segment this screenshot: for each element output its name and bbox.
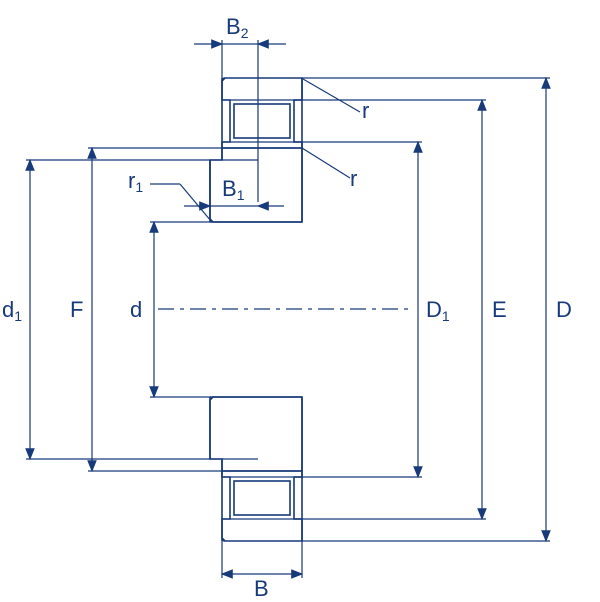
leader-r-top (303, 79, 360, 112)
label-r-top: r (362, 98, 369, 124)
inner-ring-bottom (210, 397, 302, 471)
label-D: D (556, 297, 572, 323)
roller-bottom (234, 481, 290, 515)
label-E: E (492, 297, 507, 323)
label-B1: B1 (222, 176, 244, 203)
leader-r-bot (302, 148, 350, 178)
label-r-bot: r (350, 166, 357, 192)
roller-top (234, 104, 290, 138)
label-d: d (130, 297, 142, 323)
label-B2: B2 (226, 14, 248, 41)
label-F: F (70, 297, 83, 323)
bearing-cross-section-diagram: { "labels": { "B2": "B", "B2_sub": "2", … (0, 0, 600, 600)
label-r1: r1 (128, 168, 143, 195)
label-d1: d1 (2, 297, 22, 324)
drawing-svg (0, 0, 600, 600)
label-B: B (254, 576, 269, 602)
label-D1: D1 (426, 297, 450, 324)
